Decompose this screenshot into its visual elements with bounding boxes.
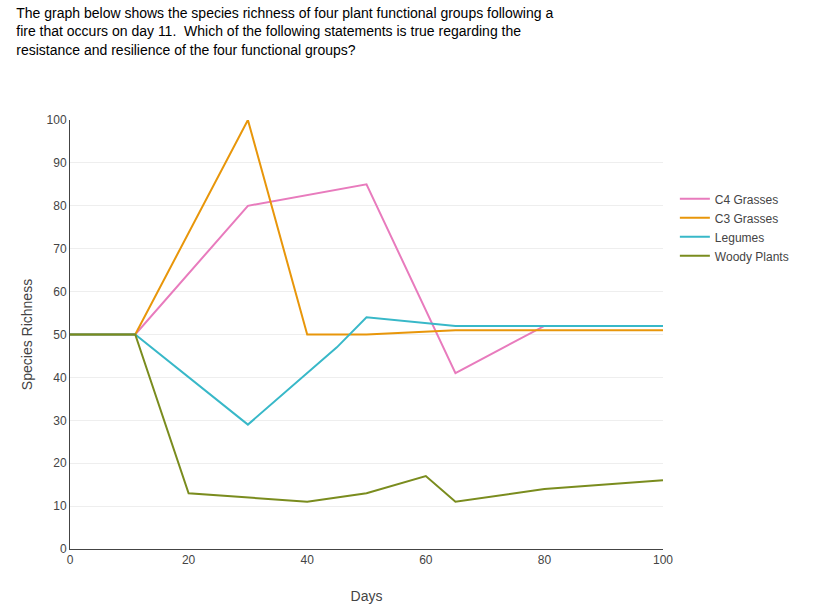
svg-text:80: 80	[538, 553, 552, 567]
svg-text:90: 90	[53, 156, 67, 170]
svg-text:70: 70	[53, 242, 67, 256]
svg-text:Days: Days	[351, 588, 383, 604]
svg-text:100: 100	[47, 113, 67, 127]
svg-text:10: 10	[53, 499, 67, 513]
svg-text:60: 60	[419, 553, 433, 567]
svg-text:0: 0	[67, 553, 74, 567]
svg-text:80: 80	[53, 199, 67, 213]
svg-text:Legumes: Legumes	[715, 231, 764, 245]
svg-text:100: 100	[653, 553, 673, 567]
svg-text:40: 40	[301, 553, 315, 567]
svg-text:30: 30	[53, 414, 67, 428]
svg-text:0: 0	[60, 542, 67, 556]
svg-text:20: 20	[182, 553, 196, 567]
svg-text:20: 20	[53, 456, 67, 470]
svg-text:Woody Plants: Woody Plants	[715, 250, 789, 264]
svg-text:60: 60	[53, 285, 67, 299]
svg-text:Species Richness: Species Richness	[19, 279, 35, 390]
svg-text:C4 Grasses: C4 Grasses	[715, 193, 778, 207]
svg-text:C3 Grasses: C3 Grasses	[715, 212, 778, 226]
svg-text:The graph below shows the spec: The graph below shows the species richne…	[16, 5, 553, 57]
svg-text:50: 50	[53, 328, 67, 342]
svg-text:40: 40	[53, 371, 67, 385]
